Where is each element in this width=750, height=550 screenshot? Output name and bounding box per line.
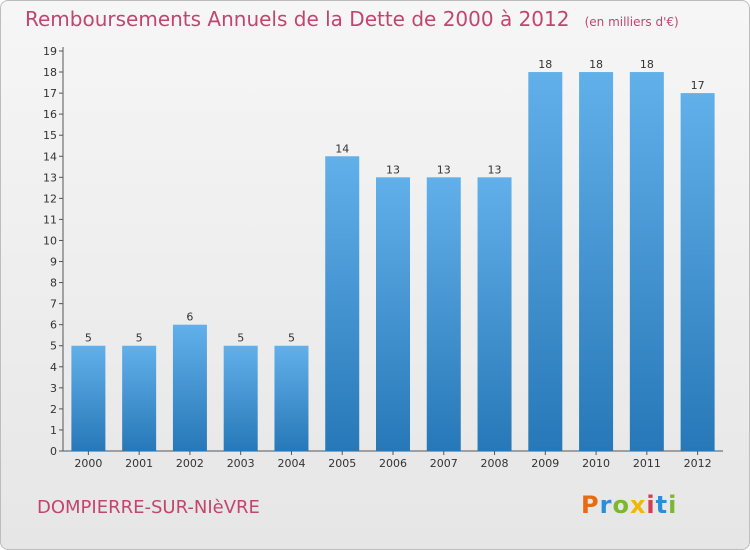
y-tick-label: 11 [43, 213, 57, 226]
y-tick-label: 3 [50, 382, 57, 395]
chart-title: Remboursements Annuels de la Dette de 20… [25, 7, 570, 31]
data-label: 5 [136, 332, 143, 345]
data-label: 14 [335, 142, 349, 155]
data-label: 5 [85, 332, 92, 345]
bar [274, 345, 309, 451]
y-tick-label: 16 [43, 108, 57, 121]
y-tick-label: 4 [50, 361, 57, 374]
y-tick-label: 17 [43, 87, 57, 100]
bar [325, 156, 360, 451]
y-tick-label: 1 [50, 424, 57, 437]
bar [528, 72, 563, 451]
y-tick-label: 19 [43, 45, 57, 58]
y-tick-label: 15 [43, 129, 57, 142]
bar [223, 345, 258, 451]
bar [426, 177, 461, 451]
y-tick-label: 13 [43, 171, 57, 184]
x-tick-label: 2006 [379, 457, 407, 470]
x-tick-label: 2010 [582, 457, 610, 470]
commune-name: DOMPIERRE-SUR-NIèVRE [37, 497, 260, 518]
x-tick-label: 2001 [125, 457, 153, 470]
data-label: 13 [386, 163, 400, 176]
y-tick-label: 18 [43, 66, 57, 79]
bar [172, 324, 207, 451]
data-label: 13 [488, 163, 502, 176]
x-tick-label: 2009 [531, 457, 559, 470]
x-tick-label: 2005 [328, 457, 356, 470]
x-tick-label: 2000 [74, 457, 102, 470]
data-label: 5 [288, 332, 295, 345]
title-row: Remboursements Annuels de la Dette de 20… [25, 7, 679, 31]
x-tick-label: 2011 [633, 457, 661, 470]
data-label: 18 [538, 58, 552, 71]
y-tick-label: 5 [50, 340, 57, 353]
y-tick-label: 7 [50, 298, 57, 311]
y-tick-label: 9 [50, 256, 57, 269]
bar [629, 72, 664, 451]
data-label: 18 [640, 58, 654, 71]
bar [376, 177, 410, 451]
proxiti-logo: Proxiti [581, 491, 678, 519]
bar [477, 177, 512, 451]
data-label: 6 [186, 311, 193, 324]
x-tick-label: 2008 [481, 457, 509, 470]
data-label: 5 [237, 332, 244, 345]
y-tick-label: 0 [50, 445, 57, 458]
data-label: 18 [589, 58, 603, 71]
x-tick-label: 2003 [227, 457, 255, 470]
y-tick-label: 6 [50, 319, 57, 332]
y-tick-label: 10 [43, 234, 57, 247]
data-label: 17 [691, 79, 705, 92]
bar [680, 93, 715, 452]
x-tick-label: 2002 [176, 457, 204, 470]
bar [71, 345, 106, 451]
y-tick-label: 2 [50, 403, 57, 416]
y-tick-label: 8 [50, 277, 57, 290]
x-tick-label: 2012 [684, 457, 712, 470]
bar [122, 345, 157, 451]
data-label: 13 [437, 163, 451, 176]
y-tick-label: 12 [43, 192, 57, 205]
x-tick-label: 2004 [277, 457, 305, 470]
x-tick-label: 2007 [430, 457, 458, 470]
chart-unit: (en milliers d'€) [584, 15, 679, 29]
y-tick-label: 14 [43, 150, 57, 163]
bar [579, 72, 614, 451]
